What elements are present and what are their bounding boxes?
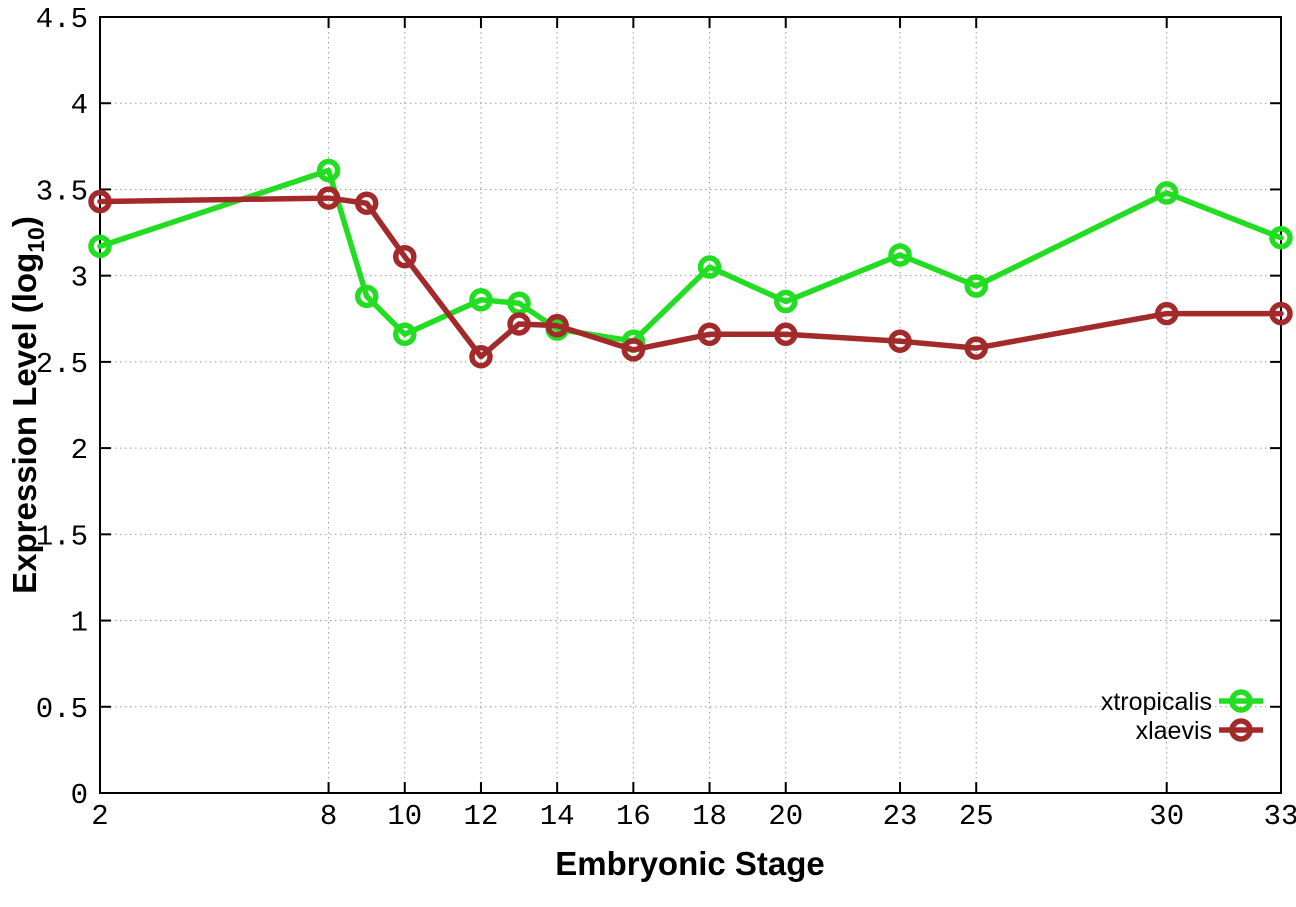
legend-label-xtropicalis: xtropicalis (1101, 688, 1212, 716)
marker-xtropicalis-9 (354, 284, 379, 309)
plot-border (99, 16, 1282, 794)
y-tick-label-4.5: 4.5 (36, 3, 88, 36)
legend-marker-xlaevis (1229, 718, 1253, 742)
y-tick-label-1: 1 (71, 607, 88, 640)
marker-xlaevis-25 (964, 336, 988, 360)
marker-xtropicalis-8 (316, 158, 341, 183)
marker-xlaevis-20 (773, 322, 798, 347)
x-tick-label-14: 14 (540, 800, 575, 833)
marker-xlaevis-12 (469, 344, 493, 369)
x-tick-label-18: 18 (692, 800, 727, 833)
y-tick-label-4: 4 (71, 89, 88, 122)
marker-xtropicalis-12 (469, 288, 493, 312)
marker-xtropicalis-23 (888, 243, 912, 267)
y-tick-label-0: 0 (71, 779, 88, 812)
y-tick-label-2.5: 2.5 (36, 348, 88, 381)
marker-xtropicalis-33 (1269, 225, 1293, 250)
x-tick-label-25: 25 (959, 800, 994, 833)
legend-marker-xtropicalis (1229, 689, 1253, 713)
marker-xtropicalis-20 (773, 289, 798, 314)
y-tick-label-1.5: 1.5 (36, 520, 88, 553)
x-tick-label-2: 2 (91, 800, 108, 833)
y-tick-label-0.5: 0.5 (36, 693, 88, 726)
marker-xlaevis-10 (393, 244, 417, 269)
marker-xlaevis-30 (1154, 301, 1179, 326)
y-axis-label-subscript: 10 (22, 227, 49, 253)
marker-xtropicalis-25 (964, 274, 988, 298)
y-axis-label-text: Expression Level (log (6, 252, 44, 594)
x-tick-label-8: 8 (320, 800, 337, 833)
y-axis-label: Expression Level (log10) (6, 216, 50, 594)
marker-xtropicalis-30 (1154, 181, 1179, 205)
marker-xlaevis-8 (316, 186, 341, 210)
y-tick-label-2: 2 (71, 434, 88, 467)
y-axis-label-close: ) (6, 216, 44, 228)
marker-xlaevis-16 (621, 338, 646, 362)
x-tick-label-30: 30 (1149, 800, 1184, 833)
legend-label-xlaevis: xlaevis (1136, 717, 1212, 745)
marker-xlaevis-33 (1269, 301, 1293, 326)
x-tick-label-33: 33 (1264, 800, 1296, 833)
marker-xlaevis-13 (507, 312, 531, 336)
marker-xlaevis-14 (545, 313, 569, 338)
marker-xtropicalis-2 (88, 234, 112, 259)
x-axis-label: Embryonic Stage (555, 845, 825, 882)
marker-xtropicalis-18 (697, 255, 722, 279)
marker-xlaevis-9 (354, 191, 379, 215)
x-tick-label-16: 16 (616, 800, 651, 833)
x-tick-label-12: 12 (464, 800, 499, 833)
series-line-xtropicalis (97, 167, 1284, 344)
y-tick-label-3: 3 (71, 262, 88, 295)
x-tick-label-10: 10 (387, 800, 422, 833)
marker-xlaevis-23 (888, 329, 912, 353)
marker-xlaevis-18 (697, 322, 722, 347)
x-tick-label-20: 20 (768, 800, 803, 833)
x-tick-label-23: 23 (883, 800, 918, 833)
marker-xtropicalis-10 (393, 322, 417, 347)
y-tick-label-3.5: 3.5 (36, 175, 88, 208)
marker-xlaevis-2 (88, 189, 112, 214)
